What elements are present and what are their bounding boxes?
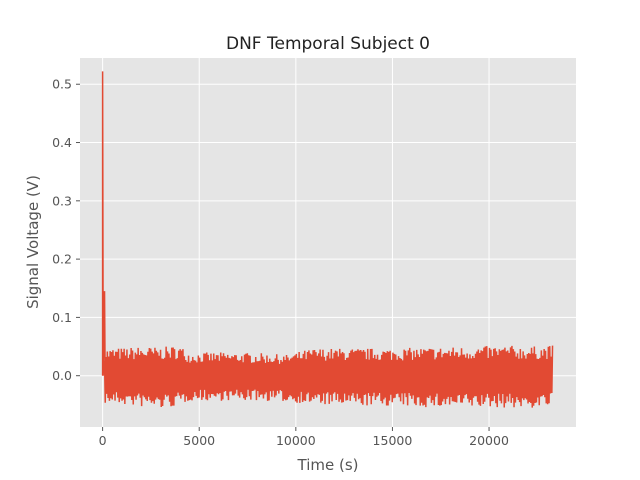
series-group bbox=[101, 71, 554, 408]
y-tick-label: 0.1 bbox=[52, 310, 72, 325]
x-tick-label: 0 bbox=[99, 433, 107, 448]
chart-title: DNF Temporal Subject 0 bbox=[226, 34, 430, 54]
x-tick-label: 15000 bbox=[373, 433, 413, 448]
series-line bbox=[101, 71, 554, 408]
x-tick-label: 5000 bbox=[183, 433, 215, 448]
x-ticks: 0 5000 10000 15000 20000 bbox=[99, 427, 509, 448]
y-tick-label: 0.5 bbox=[52, 77, 72, 92]
y-axis-label: Signal Voltage (V) bbox=[24, 175, 42, 309]
y-tick-label: 0.3 bbox=[52, 193, 72, 208]
y-ticks: 0.0 0.1 0.2 0.3 0.4 0.5 bbox=[52, 77, 80, 383]
y-tick-label: 0.0 bbox=[52, 368, 72, 383]
y-tick-label: 0.2 bbox=[52, 252, 72, 267]
x-tick-label: 10000 bbox=[276, 433, 316, 448]
y-tick-label: 0.4 bbox=[52, 135, 72, 150]
x-axis-label: Time (s) bbox=[297, 456, 359, 474]
x-tick-label: 20000 bbox=[469, 433, 509, 448]
